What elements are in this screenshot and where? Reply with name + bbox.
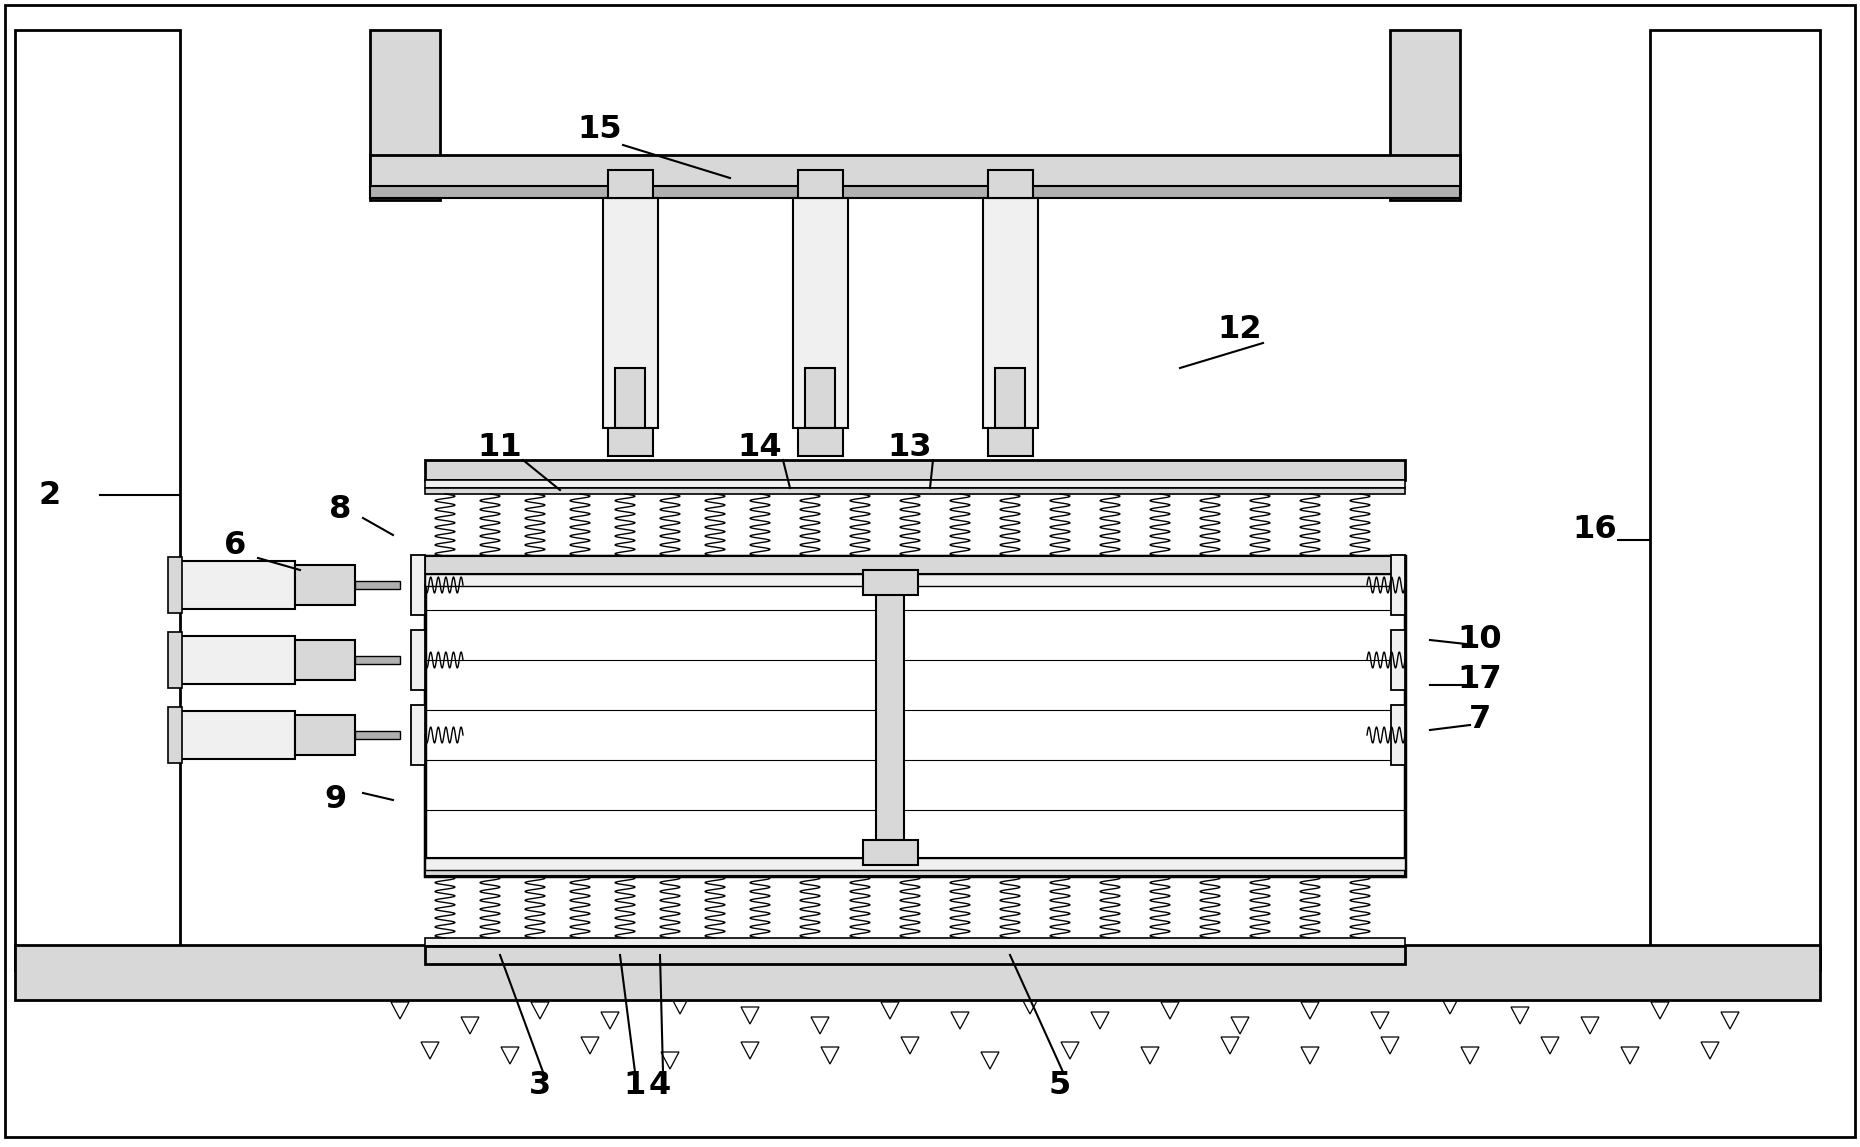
Bar xyxy=(1389,30,1460,200)
Bar xyxy=(424,938,1404,946)
Text: 12: 12 xyxy=(1218,314,1263,345)
Text: 3: 3 xyxy=(528,1069,551,1100)
Bar xyxy=(180,635,296,684)
Text: 15: 15 xyxy=(578,115,623,146)
Circle shape xyxy=(413,715,422,725)
Bar xyxy=(982,198,1038,428)
Bar xyxy=(424,556,1404,574)
Circle shape xyxy=(1393,715,1402,725)
Bar xyxy=(805,368,835,428)
Bar xyxy=(355,582,400,590)
Bar xyxy=(167,632,182,688)
Bar xyxy=(424,858,1404,871)
Circle shape xyxy=(1393,595,1402,604)
Bar xyxy=(167,707,182,763)
Text: 4: 4 xyxy=(649,1069,671,1100)
Text: 11: 11 xyxy=(478,432,523,463)
Circle shape xyxy=(413,580,422,590)
Bar xyxy=(355,731,400,739)
Bar xyxy=(355,656,400,664)
Circle shape xyxy=(1393,655,1402,665)
Bar xyxy=(424,946,1404,963)
Text: 5: 5 xyxy=(1049,1069,1071,1100)
Bar xyxy=(798,170,843,198)
Circle shape xyxy=(413,595,422,604)
Bar xyxy=(296,640,355,680)
Bar xyxy=(424,479,1404,487)
Text: 13: 13 xyxy=(887,432,932,463)
Circle shape xyxy=(1393,670,1402,680)
Bar xyxy=(988,170,1032,198)
Bar xyxy=(608,428,653,457)
Bar xyxy=(424,858,1404,876)
Bar xyxy=(411,630,424,690)
Text: 9: 9 xyxy=(324,785,346,816)
Circle shape xyxy=(1393,580,1402,590)
Bar xyxy=(424,556,1404,876)
Bar xyxy=(608,170,653,198)
Bar xyxy=(370,30,441,200)
Text: 10: 10 xyxy=(1458,624,1503,655)
Text: 2: 2 xyxy=(39,479,61,510)
Bar xyxy=(424,460,1404,479)
Circle shape xyxy=(413,640,422,650)
Circle shape xyxy=(1393,640,1402,650)
Bar xyxy=(863,840,919,865)
Bar xyxy=(995,368,1025,428)
Text: 14: 14 xyxy=(738,432,783,463)
Bar xyxy=(15,30,180,970)
Circle shape xyxy=(413,746,422,755)
Bar xyxy=(296,715,355,755)
Text: 8: 8 xyxy=(329,494,352,525)
Bar xyxy=(988,428,1032,457)
Bar xyxy=(411,705,424,765)
Bar xyxy=(1650,30,1819,970)
Text: 1: 1 xyxy=(623,1069,645,1100)
Bar xyxy=(1391,705,1404,765)
Bar xyxy=(424,574,1404,586)
Circle shape xyxy=(413,729,422,740)
Bar xyxy=(424,487,1404,494)
Circle shape xyxy=(413,565,422,575)
Bar xyxy=(876,590,904,845)
Circle shape xyxy=(1393,565,1402,575)
Text: 6: 6 xyxy=(223,530,246,561)
Bar xyxy=(180,561,296,609)
Circle shape xyxy=(1393,729,1402,740)
Bar xyxy=(370,186,1460,198)
Bar xyxy=(792,198,848,428)
Bar xyxy=(180,711,296,759)
Bar xyxy=(603,198,658,428)
Bar xyxy=(616,368,645,428)
Bar xyxy=(863,570,919,595)
Circle shape xyxy=(413,670,422,680)
Bar xyxy=(798,428,843,457)
Bar xyxy=(1391,555,1404,615)
Bar xyxy=(370,155,1460,193)
Bar xyxy=(296,565,355,604)
Bar xyxy=(167,557,182,612)
Text: 7: 7 xyxy=(1469,704,1492,735)
Bar xyxy=(411,555,424,615)
Bar xyxy=(1391,630,1404,690)
Circle shape xyxy=(1393,746,1402,755)
Circle shape xyxy=(413,655,422,665)
Text: 16: 16 xyxy=(1574,515,1618,546)
Text: 17: 17 xyxy=(1458,664,1503,695)
Bar xyxy=(15,945,1819,1000)
